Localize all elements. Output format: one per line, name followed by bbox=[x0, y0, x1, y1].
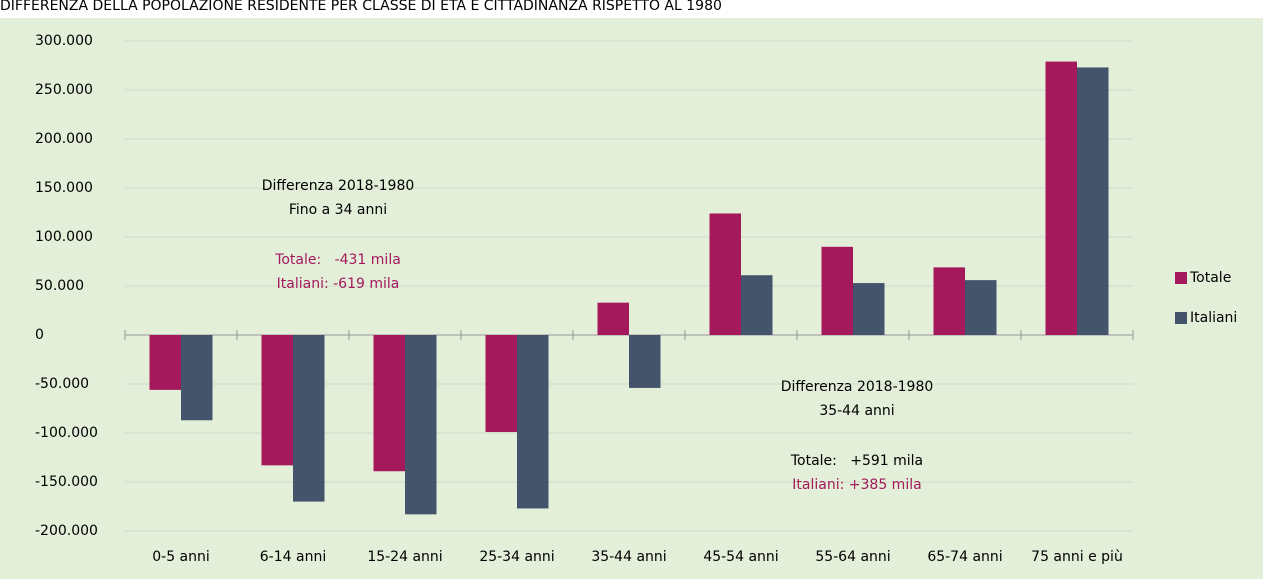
x-tick-label: 65-74 anni bbox=[927, 549, 1002, 565]
y-tick-label: 0 bbox=[35, 327, 44, 343]
x-tick-label: 35-44 anni bbox=[591, 549, 666, 565]
annotation: Italiani: +385 mila bbox=[792, 477, 921, 493]
x-tick-label: 55-64 anni bbox=[815, 549, 890, 565]
x-tick-label: 15-24 anni bbox=[367, 549, 442, 565]
bar bbox=[933, 267, 965, 335]
x-tick-label: 45-54 anni bbox=[703, 549, 778, 565]
bar bbox=[597, 302, 629, 335]
x-tick-label: 75 anni e più bbox=[1031, 549, 1123, 565]
x-tick-label: 25-34 anni bbox=[479, 549, 554, 565]
bar bbox=[1045, 61, 1077, 335]
y-tick-label: -100.000 bbox=[35, 425, 98, 441]
bar bbox=[149, 335, 181, 390]
bar bbox=[405, 335, 437, 515]
legend-label: Italiani bbox=[1190, 310, 1237, 326]
bar bbox=[261, 335, 293, 466]
legend-swatch bbox=[1175, 312, 1187, 324]
y-tick-label: 250.000 bbox=[35, 82, 93, 98]
legend-label: Totale bbox=[1189, 270, 1231, 286]
y-tick-label: 200.000 bbox=[35, 131, 93, 147]
bar bbox=[181, 335, 213, 421]
bar bbox=[517, 335, 549, 509]
y-tick-label: 50.000 bbox=[35, 278, 84, 294]
bar bbox=[965, 280, 997, 335]
bar bbox=[293, 335, 325, 502]
y-tick-label: 300.000 bbox=[35, 33, 93, 49]
y-tick-label: -50.000 bbox=[35, 376, 89, 392]
annotation: Differenza 2018-1980 bbox=[781, 379, 934, 395]
x-tick-label: 6-14 anni bbox=[260, 549, 326, 565]
y-tick-label: -200.000 bbox=[35, 523, 98, 539]
bar bbox=[709, 213, 741, 335]
bar bbox=[629, 335, 661, 388]
annotation: Differenza 2018-1980 bbox=[262, 178, 415, 194]
legend-swatch bbox=[1175, 272, 1187, 284]
x-tick-label: 0-5 anni bbox=[152, 549, 210, 565]
annotation: Totale: -431 mila bbox=[274, 252, 401, 268]
y-tick-label: 100.000 bbox=[35, 229, 93, 245]
annotation: Fino a 34 anni bbox=[289, 202, 387, 218]
annotation: Italiani: -619 mila bbox=[277, 276, 400, 292]
annotation: 35-44 anni bbox=[819, 403, 894, 419]
annotation: Totale: +591 mila bbox=[790, 453, 923, 469]
bar bbox=[821, 246, 853, 335]
y-tick-label: 150.000 bbox=[35, 180, 93, 196]
bar bbox=[485, 335, 517, 433]
bar bbox=[853, 283, 885, 335]
chart-title: DIFFERENZA DELLA POPOLAZIONE RESIDENTE P… bbox=[0, 0, 722, 14]
bar bbox=[741, 275, 773, 335]
bar bbox=[1077, 67, 1109, 336]
bar bbox=[373, 335, 405, 472]
y-tick-label: -150.000 bbox=[35, 474, 98, 490]
